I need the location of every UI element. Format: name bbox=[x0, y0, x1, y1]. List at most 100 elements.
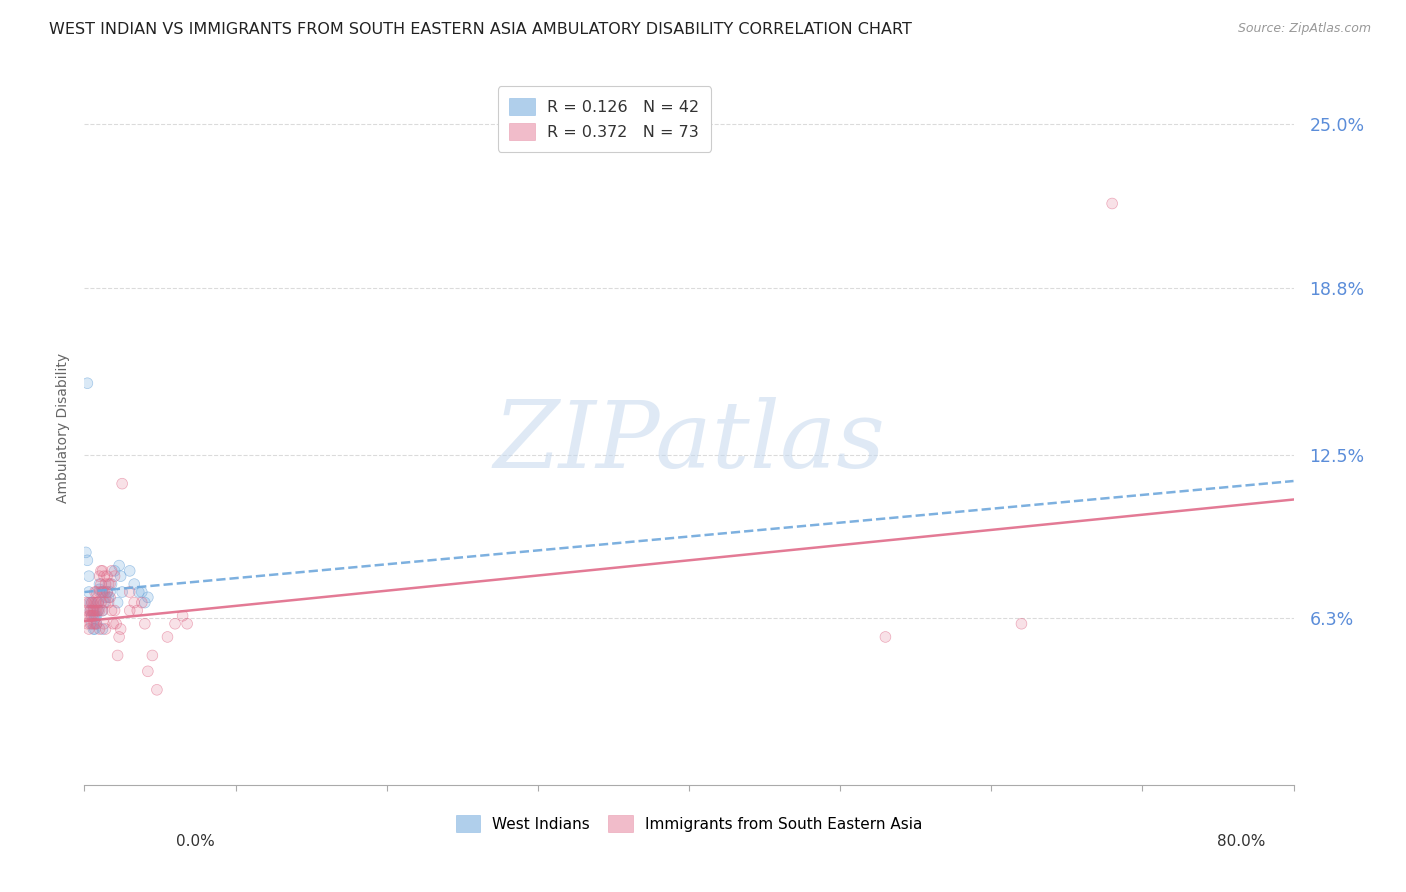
Point bbox=[86, 603, 108, 617]
Point bbox=[82, 603, 104, 617]
Point bbox=[96, 585, 118, 599]
Point bbox=[91, 603, 114, 617]
Legend: West Indians, Immigrants from South Eastern Asia: West Indians, Immigrants from South East… bbox=[450, 809, 928, 838]
Point bbox=[91, 603, 114, 617]
Point bbox=[82, 603, 104, 617]
Point bbox=[80, 596, 103, 610]
Point bbox=[84, 585, 107, 599]
Point bbox=[86, 608, 108, 623]
Point bbox=[1101, 196, 1123, 211]
Point bbox=[110, 569, 132, 583]
Point bbox=[100, 603, 122, 617]
Point bbox=[82, 603, 104, 617]
Point bbox=[165, 616, 187, 631]
Point bbox=[76, 616, 98, 631]
Text: 0.0%: 0.0% bbox=[176, 834, 215, 849]
Point bbox=[98, 585, 121, 599]
Point bbox=[84, 616, 107, 631]
Point bbox=[97, 577, 120, 591]
Point bbox=[86, 616, 108, 631]
Point bbox=[90, 577, 112, 591]
Point bbox=[131, 585, 153, 599]
Point bbox=[107, 648, 129, 663]
Point bbox=[98, 591, 121, 605]
Point bbox=[131, 585, 153, 599]
Point bbox=[90, 577, 112, 591]
Point bbox=[97, 596, 120, 610]
Point bbox=[100, 577, 122, 591]
Point bbox=[75, 545, 97, 559]
Point bbox=[90, 596, 112, 610]
Point bbox=[98, 585, 121, 599]
Point bbox=[89, 603, 111, 617]
Point bbox=[108, 630, 131, 644]
Point bbox=[87, 596, 110, 610]
Point bbox=[86, 608, 108, 623]
Point bbox=[86, 616, 108, 631]
Point bbox=[93, 616, 115, 631]
Point bbox=[108, 558, 131, 573]
Point bbox=[91, 622, 114, 636]
Point bbox=[97, 577, 120, 591]
Point bbox=[87, 603, 110, 617]
Point bbox=[93, 616, 115, 631]
Point bbox=[77, 585, 100, 599]
Point bbox=[76, 616, 98, 631]
Point bbox=[80, 603, 103, 617]
Point bbox=[101, 616, 124, 631]
Point bbox=[134, 616, 156, 631]
Point bbox=[77, 596, 100, 610]
Point bbox=[134, 616, 156, 631]
Point bbox=[89, 577, 111, 591]
Point bbox=[84, 603, 107, 617]
Point bbox=[75, 596, 97, 610]
Point bbox=[104, 603, 127, 617]
Point bbox=[84, 585, 107, 599]
Point bbox=[1011, 616, 1033, 631]
Point bbox=[122, 577, 145, 591]
Point bbox=[89, 582, 111, 597]
Point bbox=[127, 603, 149, 617]
Point bbox=[89, 622, 111, 636]
Point bbox=[98, 591, 121, 605]
Point bbox=[136, 591, 159, 605]
Point bbox=[84, 622, 107, 636]
Point bbox=[176, 616, 198, 631]
Point bbox=[96, 585, 118, 599]
Point bbox=[80, 596, 103, 610]
Point bbox=[91, 622, 114, 636]
Point bbox=[128, 585, 150, 599]
Point bbox=[82, 603, 104, 617]
Point bbox=[108, 630, 131, 644]
Point bbox=[96, 569, 118, 583]
Point bbox=[96, 569, 118, 583]
Point bbox=[84, 608, 107, 623]
Point bbox=[87, 603, 110, 617]
Point bbox=[134, 596, 156, 610]
Point bbox=[127, 603, 149, 617]
Point bbox=[89, 622, 111, 636]
Point bbox=[100, 603, 122, 617]
Point bbox=[1101, 196, 1123, 211]
Point bbox=[136, 665, 159, 679]
Point bbox=[90, 564, 112, 578]
Point bbox=[100, 577, 122, 591]
Point bbox=[141, 648, 163, 663]
Point bbox=[80, 616, 103, 631]
Point bbox=[80, 608, 103, 623]
Point bbox=[82, 596, 104, 610]
Point bbox=[76, 553, 98, 567]
Point bbox=[96, 585, 118, 599]
Point bbox=[105, 616, 128, 631]
Point bbox=[93, 596, 115, 610]
Point bbox=[75, 545, 97, 559]
Point bbox=[76, 603, 98, 617]
Point bbox=[93, 569, 115, 583]
Point bbox=[172, 608, 194, 623]
Point bbox=[94, 591, 117, 605]
Point bbox=[75, 596, 97, 610]
Point bbox=[84, 596, 107, 610]
Point bbox=[111, 476, 134, 491]
Point bbox=[80, 603, 103, 617]
Point bbox=[87, 596, 110, 610]
